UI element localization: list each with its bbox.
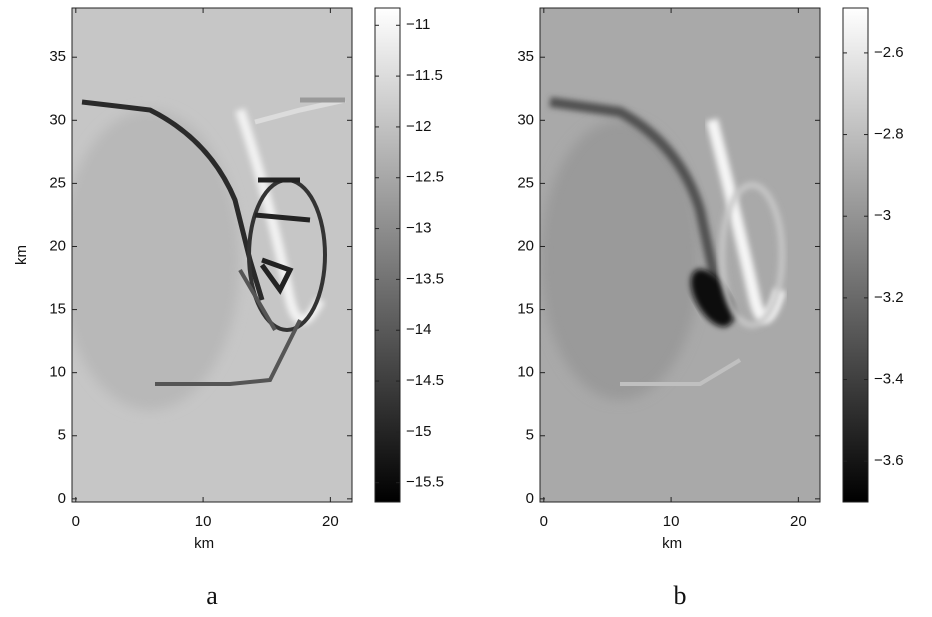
y-tick-label: 35 [49, 48, 66, 65]
y-axis-label: km [13, 245, 30, 265]
x-tick-label: 0 [72, 513, 80, 530]
panel-caption: a [206, 581, 218, 610]
x-tick-label: 20 [790, 513, 807, 530]
x-tick-label: 0 [540, 513, 548, 530]
colorbar-tick-label: −13 [406, 220, 431, 237]
x-axis-label: km [662, 535, 682, 552]
y-tick-label: 25 [517, 174, 534, 191]
y-tick-label: 30 [517, 111, 534, 128]
heatmap-image [540, 8, 820, 502]
x-tick-label: 10 [195, 513, 212, 530]
colorbar-tick-label: −11.5 [406, 67, 443, 84]
panel-caption: b [674, 581, 687, 610]
colorbar-tick-label: −14.5 [406, 372, 444, 389]
colorbar-tick-label: −2.6 [874, 44, 904, 61]
colorbar-tick-label: −3.4 [874, 370, 904, 387]
y-tick-label: 5 [58, 427, 66, 444]
axes-frame [539, 7, 821, 503]
colorbar [374, 7, 401, 503]
x-tick-label: 20 [322, 513, 339, 530]
colorbar-tick-label: −11 [406, 16, 430, 33]
colorbar-tick-label: −12 [406, 118, 431, 135]
y-tick-label: 15 [517, 301, 534, 318]
colorbar-tick-label: −13.5 [406, 270, 444, 287]
colorbar-tick-label: −2.8 [874, 126, 904, 143]
colorbar-tick-label: −14 [406, 321, 431, 338]
colorbar [842, 7, 869, 503]
colorbar-tick-label: −3.2 [874, 289, 904, 306]
y-tick-label: 30 [49, 111, 66, 128]
y-tick-label: 20 [517, 237, 534, 254]
y-tick-label: 10 [49, 364, 66, 381]
colorbar-tick-label: −3 [874, 207, 891, 224]
colorbar-tick-label: −12.5 [406, 169, 444, 186]
y-tick-label: 5 [526, 427, 534, 444]
colorbar-tick-label: −3.6 [874, 452, 904, 469]
x-tick-label: 10 [663, 513, 680, 530]
colorbar-tick-label: −15 [406, 423, 431, 440]
x-axis-label: km [194, 535, 214, 552]
y-tick-label: 20 [49, 237, 66, 254]
y-tick-label: 10 [517, 364, 534, 381]
y-tick-label: 0 [526, 490, 534, 507]
axes-frame [71, 7, 353, 503]
y-tick-label: 35 [517, 48, 534, 65]
y-tick-label: 25 [49, 174, 66, 191]
colorbar-tick-label: −15.5 [406, 474, 444, 491]
y-tick-label: 0 [58, 490, 66, 507]
heatmap-image [72, 8, 352, 502]
y-tick-label: 15 [49, 301, 66, 318]
